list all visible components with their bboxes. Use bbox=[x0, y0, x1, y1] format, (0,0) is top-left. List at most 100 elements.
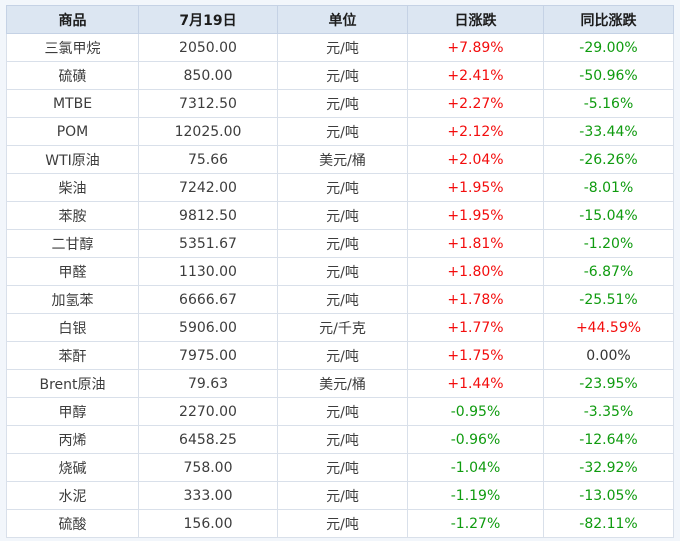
price-cell: 9812.50 bbox=[138, 201, 278, 230]
commodity-name-cell: 柴油 bbox=[6, 173, 139, 202]
unit-cell: 元/吨 bbox=[277, 33, 408, 62]
unit-cell: 元/吨 bbox=[277, 285, 408, 314]
commodity-price-table-container: 商品 7月19日 单位 日涨跌 同比涨跌 三氯甲烷 2050.00 元/吨 +7.89% -29… bbox=[6, 5, 674, 538]
commodity-name-cell: 水泥 bbox=[6, 481, 139, 510]
table-row: 甲醇 2270.00 元/吨 -0.95% -3.35% bbox=[6, 397, 674, 426]
table-row: 硫酸 156.00 元/吨 -1.27% -82.11% bbox=[6, 509, 674, 538]
table-body: 三氯甲烷 2050.00 元/吨 +7.89% -29.00% 硫磺 850.00 元/吨 +2… bbox=[6, 33, 674, 538]
yoy-change-cell: -8.01% bbox=[543, 173, 674, 202]
daily-change-cell: +1.77% bbox=[407, 313, 544, 342]
yoy-change-cell: 0.00% bbox=[543, 341, 674, 370]
unit-cell: 元/吨 bbox=[277, 173, 408, 202]
commodity-name-cell: 苯胺 bbox=[6, 201, 139, 230]
table-row: 硫磺 850.00 元/吨 +2.41% -50.96% bbox=[6, 61, 674, 90]
daily-change-cell: -1.19% bbox=[407, 481, 544, 510]
unit-cell: 元/吨 bbox=[277, 117, 408, 146]
unit-cell: 美元/桶 bbox=[277, 369, 408, 398]
price-cell: 850.00 bbox=[138, 61, 278, 90]
price-cell: 5351.67 bbox=[138, 229, 278, 258]
unit-cell: 元/千克 bbox=[277, 313, 408, 342]
table-row: 加氢苯 6666.67 元/吨 +1.78% -25.51% bbox=[6, 285, 674, 314]
price-cell: 7242.00 bbox=[138, 173, 278, 202]
price-cell: 156.00 bbox=[138, 509, 278, 538]
table-row: 二甘醇 5351.67 元/吨 +1.81% -1.20% bbox=[6, 229, 674, 258]
yoy-change-cell: -26.26% bbox=[543, 145, 674, 174]
price-cell: 12025.00 bbox=[138, 117, 278, 146]
table-row: 三氯甲烷 2050.00 元/吨 +7.89% -29.00% bbox=[6, 33, 674, 62]
daily-change-cell: -1.04% bbox=[407, 453, 544, 482]
yoy-change-cell: -3.35% bbox=[543, 397, 674, 426]
daily-change-cell: +1.78% bbox=[407, 285, 544, 314]
commodity-name-cell: 烧碱 bbox=[6, 453, 139, 482]
commodity-name-cell: 二甘醇 bbox=[6, 229, 139, 258]
commodity-name-cell: 硫磺 bbox=[6, 61, 139, 90]
yoy-change-cell: -23.95% bbox=[543, 369, 674, 398]
price-cell: 6458.25 bbox=[138, 425, 278, 454]
price-cell: 7975.00 bbox=[138, 341, 278, 370]
commodity-name-cell: 三氯甲烷 bbox=[6, 33, 139, 62]
unit-cell: 元/吨 bbox=[277, 341, 408, 370]
column-header-4: 同比涨跌 bbox=[543, 5, 674, 34]
daily-change-cell: +2.04% bbox=[407, 145, 544, 174]
yoy-change-cell: -5.16% bbox=[543, 89, 674, 118]
commodity-name-cell: 白银 bbox=[6, 313, 139, 342]
daily-change-cell: +1.44% bbox=[407, 369, 544, 398]
table-row: 白银 5906.00 元/千克 +1.77% +44.59% bbox=[6, 313, 674, 342]
table-row: 丙烯 6458.25 元/吨 -0.96% -12.64% bbox=[6, 425, 674, 454]
daily-change-cell: +1.95% bbox=[407, 173, 544, 202]
yoy-change-cell: -13.05% bbox=[543, 481, 674, 510]
daily-change-cell: +2.41% bbox=[407, 61, 544, 90]
yoy-change-cell: +44.59% bbox=[543, 313, 674, 342]
daily-change-cell: -0.95% bbox=[407, 397, 544, 426]
table-row: MTBE 7312.50 元/吨 +2.27% -5.16% bbox=[6, 89, 674, 118]
daily-change-cell: +1.75% bbox=[407, 341, 544, 370]
table-row: POM 12025.00 元/吨 +2.12% -33.44% bbox=[6, 117, 674, 146]
yoy-change-cell: -32.92% bbox=[543, 453, 674, 482]
table-row: 柴油 7242.00 元/吨 +1.95% -8.01% bbox=[6, 173, 674, 202]
commodity-name-cell: Brent原油 bbox=[6, 369, 139, 398]
yoy-change-cell: -1.20% bbox=[543, 229, 674, 258]
yoy-change-cell: -6.87% bbox=[543, 257, 674, 286]
daily-change-cell: +2.12% bbox=[407, 117, 544, 146]
commodity-name-cell: 甲醇 bbox=[6, 397, 139, 426]
column-header-3: 日涨跌 bbox=[407, 5, 544, 34]
column-header-1: 7月19日 bbox=[138, 5, 278, 34]
unit-cell: 美元/桶 bbox=[277, 145, 408, 174]
column-header-0: 商品 bbox=[6, 5, 139, 34]
commodity-price-table: 商品 7月19日 单位 日涨跌 同比涨跌 三氯甲烷 2050.00 元/吨 +7.89% -29… bbox=[6, 5, 674, 538]
yoy-change-cell: -25.51% bbox=[543, 285, 674, 314]
commodity-name-cell: MTBE bbox=[6, 89, 139, 118]
yoy-change-cell: -29.00% bbox=[543, 33, 674, 62]
unit-cell: 元/吨 bbox=[277, 89, 408, 118]
price-cell: 2050.00 bbox=[138, 33, 278, 62]
commodity-name-cell: WTI原油 bbox=[6, 145, 139, 174]
daily-change-cell: +1.80% bbox=[407, 257, 544, 286]
price-cell: 79.63 bbox=[138, 369, 278, 398]
table-row: 甲醛 1130.00 元/吨 +1.80% -6.87% bbox=[6, 257, 674, 286]
daily-change-cell: -1.27% bbox=[407, 509, 544, 538]
price-cell: 75.66 bbox=[138, 145, 278, 174]
unit-cell: 元/吨 bbox=[277, 509, 408, 538]
table-row: WTI原油 75.66 美元/桶 +2.04% -26.26% bbox=[6, 145, 674, 174]
unit-cell: 元/吨 bbox=[277, 201, 408, 230]
unit-cell: 元/吨 bbox=[277, 397, 408, 426]
daily-change-cell: +1.95% bbox=[407, 201, 544, 230]
commodity-name-cell: 加氢苯 bbox=[6, 285, 139, 314]
price-cell: 7312.50 bbox=[138, 89, 278, 118]
price-cell: 5906.00 bbox=[138, 313, 278, 342]
daily-change-cell: +2.27% bbox=[407, 89, 544, 118]
unit-cell: 元/吨 bbox=[277, 481, 408, 510]
daily-change-cell: +1.81% bbox=[407, 229, 544, 258]
unit-cell: 元/吨 bbox=[277, 257, 408, 286]
price-cell: 1130.00 bbox=[138, 257, 278, 286]
yoy-change-cell: -12.64% bbox=[543, 425, 674, 454]
yoy-change-cell: -33.44% bbox=[543, 117, 674, 146]
commodity-name-cell: 甲醛 bbox=[6, 257, 139, 286]
price-cell: 6666.67 bbox=[138, 285, 278, 314]
table-row: 烧碱 758.00 元/吨 -1.04% -32.92% bbox=[6, 453, 674, 482]
yoy-change-cell: -50.96% bbox=[543, 61, 674, 90]
unit-cell: 元/吨 bbox=[277, 61, 408, 90]
yoy-change-cell: -82.11% bbox=[543, 509, 674, 538]
commodity-name-cell: POM bbox=[6, 117, 139, 146]
yoy-change-cell: -15.04% bbox=[543, 201, 674, 230]
